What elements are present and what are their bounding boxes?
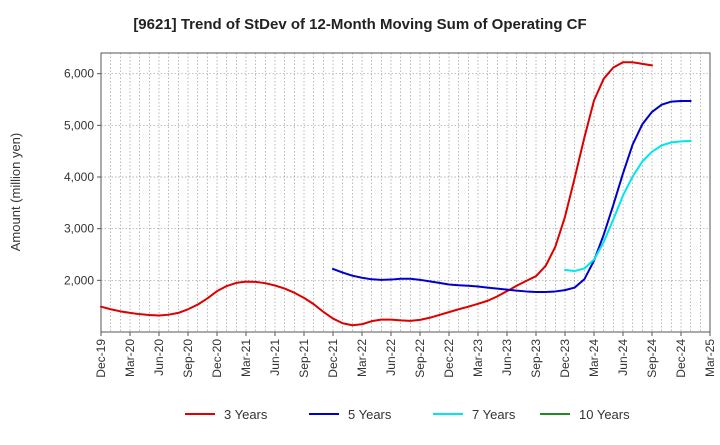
x-tick-label: Jun-22 (384, 339, 398, 376)
x-tick-label: Sep-24 (645, 339, 659, 378)
y-tick-label: 2,000 (64, 273, 94, 287)
x-tick-label: Sep-22 (413, 339, 427, 378)
legend-label: 7 Years (472, 407, 516, 422)
x-tick-label: Dec-23 (558, 339, 572, 378)
series-line-5-years (332, 100, 692, 293)
y-axis-label: Amount (million yen) (8, 133, 23, 252)
x-tick-label: Mar-24 (587, 339, 601, 377)
legend: 3 Years 5 Years 7 Years 10 Years (185, 407, 630, 422)
x-tick-label: Sep-21 (297, 339, 311, 378)
x-tick-label: Dec-22 (442, 339, 456, 378)
grid-layer (100, 53, 711, 332)
x-tick-label: Dec-24 (674, 339, 688, 378)
y-tick-label: 4,000 (64, 170, 94, 184)
x-tick-label: Mar-21 (239, 339, 253, 377)
legend-label: 3 Years (224, 407, 268, 422)
legend-label: 10 Years (579, 407, 630, 422)
x-tick-label: Dec-20 (210, 339, 224, 378)
y-tick-label: 6,000 (64, 67, 94, 81)
x-tick-label: Mar-22 (355, 339, 369, 377)
x-tick-label: Mar-20 (123, 339, 137, 377)
x-tick-label: Jun-20 (152, 339, 166, 376)
x-tick-label: Dec-21 (326, 339, 340, 378)
series-line-7-years (564, 139, 692, 273)
series-line-3-years (100, 61, 653, 327)
y-tick-label: 3,000 (64, 222, 94, 236)
x-axis-ticks: Dec-19 Mar-20 Jun-20 Sep-20 Dec-20 Mar-21 Jun-… (94, 332, 717, 378)
y-tick-label: 5,000 (64, 118, 94, 132)
series-layer (100, 61, 692, 327)
x-tick-label: Jun-21 (268, 339, 282, 376)
chart-title: [9621] Trend of StDev of 12-Month Moving… (133, 16, 586, 33)
x-tick-label: Mar-25 (703, 339, 717, 377)
x-tick-label: Mar-23 (471, 339, 485, 377)
x-tick-label: Jun-24 (616, 339, 630, 376)
x-tick-label: Sep-23 (529, 339, 543, 378)
plot-area-frame (100, 52, 711, 333)
y-axis-ticks: 2,000 3,000 4,000 5,000 6,000 (64, 67, 101, 287)
legend-label: 5 Years (348, 407, 392, 422)
x-tick-label: Jun-23 (500, 339, 514, 376)
x-tick-label: Sep-20 (181, 339, 195, 378)
x-tick-label: Dec-19 (94, 339, 108, 378)
